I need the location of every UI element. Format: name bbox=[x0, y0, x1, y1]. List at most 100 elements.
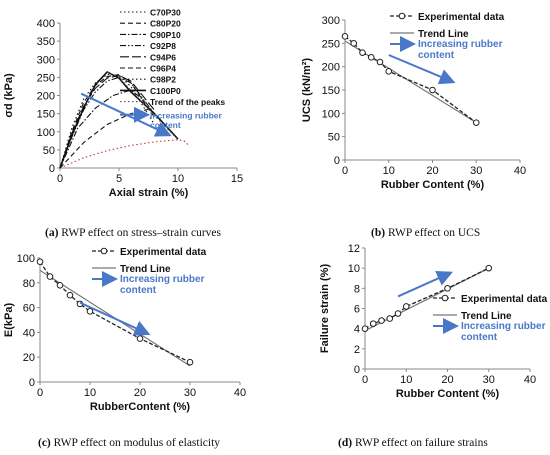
annotation-text-c: Increasing rubber bbox=[120, 274, 205, 285]
x-tick-label-c: 0 bbox=[37, 387, 43, 399]
x-tick-label-c: 30 bbox=[184, 387, 196, 399]
caption-d: (d) RWP effect on failure strains bbox=[338, 437, 488, 449]
y-tick-label-c: 40 bbox=[23, 327, 35, 339]
x-tick-label-b: 20 bbox=[426, 165, 438, 177]
experimental-line-d bbox=[364, 267, 490, 330]
data-point-b bbox=[429, 86, 436, 94]
data-point-d bbox=[394, 310, 402, 317]
x-tick-label-b: 40 bbox=[514, 165, 526, 177]
x-tick-label-b: 10 bbox=[383, 165, 395, 177]
y-tick-label-c: 60 bbox=[23, 303, 35, 315]
caption-b-text: RWP effect on UCS bbox=[385, 227, 481, 239]
x-tick-label-d: 10 bbox=[400, 374, 412, 386]
data-point-d bbox=[485, 264, 493, 272]
y-tick-label-a: 350 bbox=[37, 36, 55, 48]
legend-label-a: C100P0 bbox=[150, 86, 181, 96]
annotation-text-a: content bbox=[150, 120, 181, 130]
trend-line-b bbox=[344, 40, 477, 124]
legend-label-a: C70P30 bbox=[150, 8, 181, 18]
legend-label-exp-d: Experimental data bbox=[461, 294, 548, 305]
series-line-c80p20 bbox=[59, 108, 155, 169]
y-tick-label-a: 400 bbox=[37, 18, 55, 30]
x-tick-label-a: 5 bbox=[116, 173, 122, 185]
x-tick-label-a: 0 bbox=[57, 173, 63, 185]
x-axis-label-b: Rubber Content (%) bbox=[381, 179, 485, 191]
increasing-arrow-b bbox=[388, 54, 456, 85]
y-tick-label-b: 250 bbox=[322, 38, 340, 50]
chart-d: 0 10 20 30 40 0 2 4 6 8 10 12 Rubber Content (%) Fail… bbox=[319, 243, 548, 400]
y-tick-label-d: 10 bbox=[348, 263, 360, 275]
caption-c: (c) RWP effect on modulus of elasticity bbox=[38, 437, 220, 449]
y-axis-label-a: σd (kPa) bbox=[3, 73, 15, 118]
chart-b: 0 10 20 30 40 0 50 100 150 200 250 300 Rubber Conten… bbox=[301, 12, 526, 191]
x-tick-label-d: 0 bbox=[362, 374, 368, 386]
legend-marker-b bbox=[398, 12, 406, 20]
data-point-b bbox=[376, 58, 384, 66]
legend-marker-c bbox=[100, 247, 108, 255]
legend-marker-d bbox=[441, 294, 449, 302]
legend-label-a: C98P2 bbox=[150, 75, 176, 85]
data-point-c bbox=[186, 358, 194, 366]
legend-label-a: C90P10 bbox=[150, 30, 181, 40]
data-point-d bbox=[361, 325, 369, 332]
data-point-c bbox=[136, 335, 144, 342]
y-tick-label-b: 200 bbox=[322, 62, 340, 74]
x-tick-label-a: 10 bbox=[172, 173, 184, 185]
caption-b-tag: (b) bbox=[371, 227, 386, 239]
x-tick-label-c: 20 bbox=[134, 387, 146, 399]
data-point-c bbox=[56, 281, 64, 289]
x-tick-label-d: 20 bbox=[441, 374, 453, 386]
data-point-c bbox=[66, 291, 74, 299]
legend-label-trend-b: Trend Line bbox=[418, 29, 469, 40]
y-axis-label-d: Failure strain (%) bbox=[319, 264, 331, 354]
y-tick-label-a: 50 bbox=[43, 145, 55, 157]
x-tick-label-b: 30 bbox=[470, 165, 482, 177]
legend-label-a: C96P4 bbox=[150, 64, 176, 74]
annotation-text-d: Increasing rubber bbox=[461, 321, 546, 332]
caption-c-text: RWP effect on modulus of elasticity bbox=[50, 437, 221, 449]
y-tick-label-d: 12 bbox=[348, 243, 360, 255]
data-point-b bbox=[359, 49, 366, 56]
data-point-b bbox=[350, 40, 358, 47]
series-line-c96p4 bbox=[59, 73, 155, 169]
x-tick-label-b: 0 bbox=[342, 165, 348, 177]
y-tick-label-b: 0 bbox=[334, 155, 340, 167]
data-point-c bbox=[46, 273, 54, 280]
series-line-c90p10 bbox=[59, 89, 143, 169]
x-axis-label-a: Axial strain (%) bbox=[109, 187, 189, 199]
y-tick-label-b: 150 bbox=[322, 85, 340, 97]
y-tick-label-a: 0 bbox=[49, 163, 55, 175]
legend-label-a: Trend of the peaks bbox=[150, 97, 225, 107]
y-tick-label-d: 4 bbox=[354, 324, 360, 336]
x-tick-label-a: 15 bbox=[231, 173, 243, 185]
y-tick-label-d: 2 bbox=[354, 344, 360, 356]
series-line-trend-of-the-peaks bbox=[106, 71, 179, 141]
annotation-text-c: content bbox=[120, 285, 157, 296]
x-axis-label-c: RubberContent (%) bbox=[90, 401, 191, 413]
caption-b: (b) RWP effect on UCS bbox=[371, 227, 480, 239]
legend-label-exp-b: Experimental data bbox=[418, 12, 505, 23]
y-tick-label-a: 300 bbox=[37, 54, 55, 66]
data-point-b bbox=[472, 119, 480, 126]
legend-label-a: C80P20 bbox=[150, 19, 181, 29]
data-point-c bbox=[36, 258, 44, 266]
y-axis-label-b: UCS (kN/m²) bbox=[301, 58, 313, 123]
chart-c: 0 10 20 30 40 0 20 40 60 80 100 RubberContent (%) E(… bbox=[3, 247, 246, 413]
x-tick-label-c: 40 bbox=[234, 387, 246, 399]
data-point-d bbox=[444, 285, 451, 292]
y-tick-label-a: 150 bbox=[37, 109, 55, 121]
y-tick-label-b: 300 bbox=[322, 15, 340, 27]
y-tick-label-a: 250 bbox=[37, 72, 55, 84]
data-point-b bbox=[341, 33, 349, 40]
annotation-text-a: Increasing rubber bbox=[150, 110, 222, 120]
caption-d-tag: (d) bbox=[338, 437, 353, 449]
caption-a: (a) RWP effect on stress–strain curves bbox=[45, 227, 221, 239]
legend-label-a: C92P8 bbox=[150, 41, 176, 51]
y-tick-label-d: 6 bbox=[354, 304, 360, 316]
data-point-d bbox=[369, 320, 377, 327]
y-tick-label-d: 8 bbox=[354, 283, 360, 295]
legend-label-trend-c: Trend Line bbox=[120, 264, 171, 275]
y-tick-label-b: 100 bbox=[322, 108, 340, 120]
